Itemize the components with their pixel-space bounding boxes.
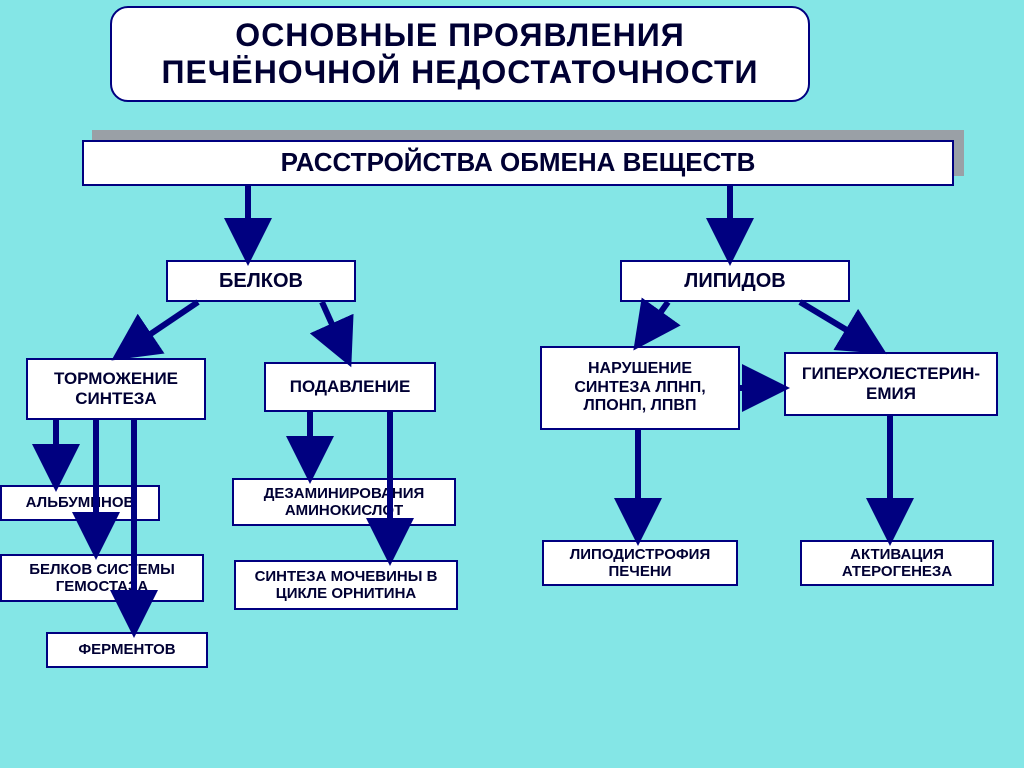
proteins-text: БЕЛКОВ	[219, 270, 303, 293]
hyperchol-text: ГИПЕРХОЛЕСТЕРИН-ЕМИЯ	[792, 364, 990, 403]
title-text: ОСНОВНЫЕ ПРОЯВЛЕНИЯ ПЕЧЁНОЧНОЙ НЕДОСТАТО…	[118, 17, 802, 91]
lipo-syn-text: НАРУШЕНИЕ СИНТЕЗА ЛПНП, ЛПОНП, ЛПВП	[548, 360, 732, 415]
hemostasis-box: БЕЛКОВ СИСТЕМЫ ГЕМОСТАЗА	[0, 554, 204, 602]
athero-text: АКТИВАЦИЯ АТЕРОГЕНЕЗА	[808, 546, 986, 581]
title-box: ОСНОВНЫЕ ПРОЯВЛЕНИЯ ПЕЧЁНОЧНОЙ НЕДОСТАТО…	[110, 6, 810, 102]
disorders-box: РАССТРОЙСТВА ОБМЕНА ВЕЩЕСТВ	[82, 140, 954, 186]
disorders-text: РАССТРОЙСТВА ОБМЕНА ВЕЩЕСТВ	[281, 148, 756, 178]
hemostasis-text: БЕЛКОВ СИСТЕМЫ ГЕМОСТАЗА	[8, 561, 196, 596]
deamin-text: ДЕЗАМИНИРОВАНИЯ АМИНОКИСЛОТ	[240, 485, 448, 520]
athero-box: АКТИВАЦИЯ АТЕРОГЕНЕЗА	[800, 540, 994, 586]
enzymes-box: ФЕРМЕНТОВ	[46, 632, 208, 668]
suppress-box: ПОДАВЛЕНИЕ	[264, 362, 436, 412]
lipids-box: ЛИПИДОВ	[620, 260, 850, 302]
proteins-box: БЕЛКОВ	[166, 260, 356, 302]
enzymes-text: ФЕРМЕНТОВ	[78, 641, 175, 658]
lipo-syn-box: НАРУШЕНИЕ СИНТЕЗА ЛПНП, ЛПОНП, ЛПВП	[540, 346, 740, 430]
inhibition-text: ТОРМОЖЕНИЕ СИНТЕЗА	[34, 369, 198, 408]
albumins-box: АЛЬБУМИНОВ	[0, 485, 160, 521]
inhibition-box: ТОРМОЖЕНИЕ СИНТЕЗА	[26, 358, 206, 420]
urea-text: СИНТЕЗА МОЧЕВИНЫ В ЦИКЛЕ ОРНИТИНА	[242, 568, 450, 603]
lipodys-box: ЛИПОДИСТРОФИЯ ПЕЧЕНИ	[542, 540, 738, 586]
deamin-box: ДЕЗАМИНИРОВАНИЯ АМИНОКИСЛОТ	[232, 478, 456, 526]
hyperchol-box: ГИПЕРХОЛЕСТЕРИН-ЕМИЯ	[784, 352, 998, 416]
albumins-text: АЛЬБУМИНОВ	[26, 494, 135, 511]
lipodys-text: ЛИПОДИСТРОФИЯ ПЕЧЕНИ	[550, 546, 730, 581]
suppress-text: ПОДАВЛЕНИЕ	[290, 377, 411, 397]
urea-box: СИНТЕЗА МОЧЕВИНЫ В ЦИКЛЕ ОРНИТИНА	[234, 560, 458, 610]
lipids-text: ЛИПИДОВ	[684, 270, 785, 293]
